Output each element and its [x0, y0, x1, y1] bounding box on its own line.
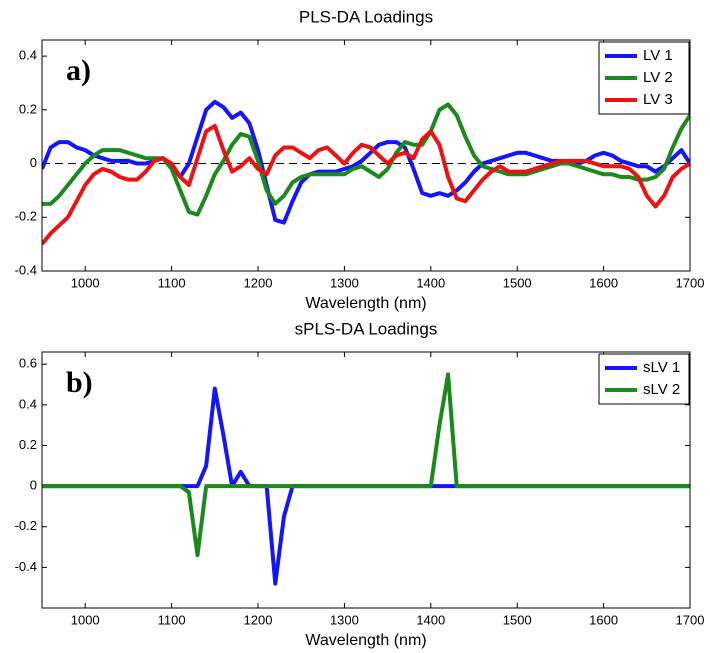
x-tick-label: 1500 [503, 275, 532, 290]
series-line [42, 102, 690, 217]
y-tick-label: 0.2 [19, 101, 37, 116]
x-tick-label: 1100 [158, 275, 186, 290]
legend-label: sLV 2 [643, 381, 680, 398]
legend-box [598, 353, 690, 405]
plot-frame [41, 351, 691, 609]
y-tick-label: -0.4 [15, 559, 37, 574]
legend-label: LV 2 [643, 69, 673, 86]
x-tick-label: 1200 [244, 275, 273, 290]
x-tick-label: 1300 [330, 275, 359, 290]
chart: PLS-DA Loadings Wavelength (nm) 1000 1100 12… [15, 7, 705, 312]
legend-label: LV 3 [643, 91, 673, 108]
x-tick-label: 1100 [158, 612, 186, 627]
chart: sPLS-DA Loadings Wavelength (nm) 1000 1100 1… [15, 319, 705, 649]
x-tick-label: 1300 [330, 612, 359, 627]
legend-label: sLV 1 [643, 359, 680, 376]
panel-label: a) [66, 54, 91, 87]
x-tick-label: 1500 [503, 612, 532, 627]
y-tick-label: 0.4 [19, 396, 37, 411]
panel-label: b) [66, 366, 93, 399]
x-tick-label: 1700 [676, 275, 705, 290]
x-tick-label: 1400 [416, 612, 445, 627]
y-tick-label: -0.4 [15, 262, 37, 277]
x-tick-label: 1000 [71, 612, 100, 627]
legend-label: LV 1 [643, 47, 673, 64]
chart-title: sPLS-DA Loadings [295, 319, 438, 338]
x-tick-label: 1600 [589, 612, 618, 627]
y-tick-label: 0 [30, 478, 37, 493]
x-tick-label: 1200 [244, 612, 273, 627]
x-axis-label: Wavelength (nm) [305, 632, 426, 649]
y-tick-label: -0.2 [15, 209, 37, 224]
series-line [42, 123, 690, 246]
x-tick-label: 1700 [676, 612, 705, 627]
plot-area [42, 352, 690, 608]
y-tick-label: 0 [30, 155, 37, 170]
x-tick-label: 1600 [589, 275, 618, 290]
y-tick-label: -0.2 [15, 518, 37, 533]
y-tick-label: 0.6 [19, 356, 37, 371]
plot-frame [41, 39, 691, 272]
x-tick-label: 1000 [71, 275, 100, 290]
chart-title: PLS-DA Loadings [299, 7, 433, 26]
y-tick-label: 0.2 [19, 437, 37, 452]
x-tick-label: 1400 [416, 275, 445, 290]
y-tick-label: 0.4 [19, 48, 37, 63]
x-axis-label: Wavelength (nm) [305, 295, 426, 312]
series-line [42, 372, 690, 558]
